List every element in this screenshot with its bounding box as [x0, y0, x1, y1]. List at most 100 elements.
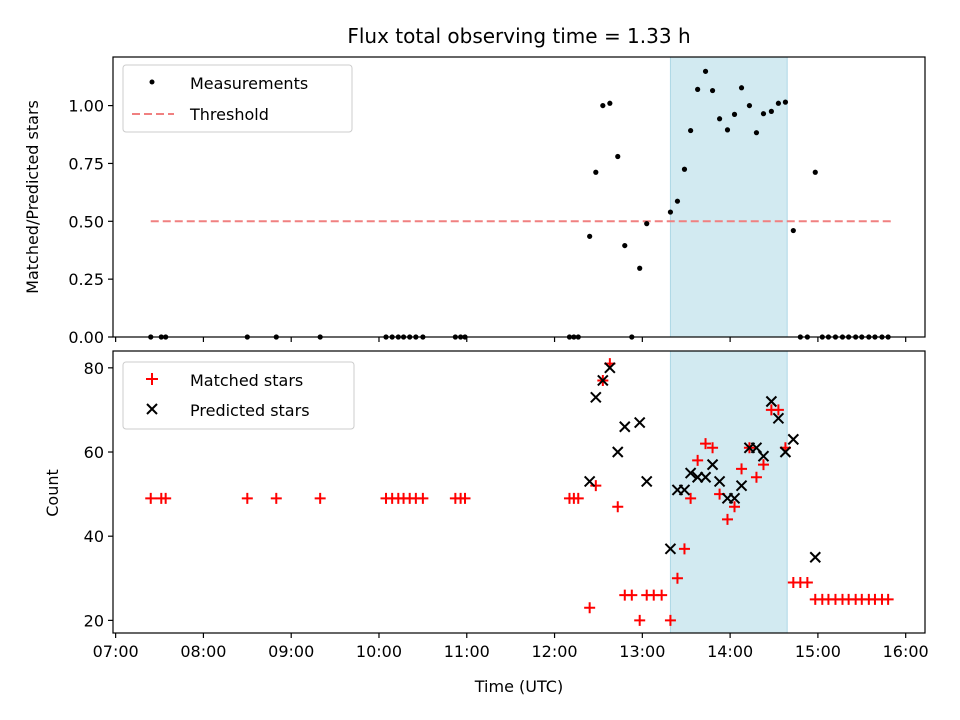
- predicted-star-marker: [699, 471, 712, 483]
- matched-star-marker: [801, 576, 813, 588]
- matched-star-marker: [590, 480, 602, 492]
- bottom-legend: Matched stars Predicted stars: [122, 361, 355, 430]
- matched-star-marker: [145, 492, 157, 504]
- measurement-point: [760, 111, 767, 117]
- legend-measurements-label: Measurements: [190, 74, 308, 93]
- predicted-star-marker: [757, 450, 770, 462]
- x-tick-label: 13:00: [619, 642, 665, 661]
- matched-star-marker: [417, 492, 429, 504]
- measurement-point: [768, 108, 774, 114]
- bottom-axes: 20 40 60 80 07:00 08:00 09:00 10:00 11:00 12:00 13…: [84, 350, 929, 661]
- measurement-point: [790, 227, 796, 234]
- predicted-star-marker: [735, 479, 748, 492]
- matched-star-marker: [707, 442, 719, 454]
- measurement-point: [607, 100, 613, 106]
- x-tick-label: 09:00: [268, 642, 314, 661]
- measurement-point: [753, 130, 760, 136]
- matched-star-marker: [736, 463, 748, 475]
- x-tick-label: 15:00: [795, 642, 841, 661]
- matched-star-marker: [572, 492, 584, 504]
- bottom-y-tick-label: 40: [84, 527, 104, 546]
- matched-star-marker: [692, 454, 704, 466]
- matched-star-marker: [584, 602, 596, 614]
- matched-star-marker: [729, 501, 741, 513]
- matched-star-marker: [314, 492, 326, 504]
- predicted-star-marker: [619, 421, 631, 433]
- top-y-tick-label: 1.00: [68, 97, 104, 116]
- x-tick-label: 07:00: [93, 642, 139, 661]
- measurement-point: [738, 85, 745, 91]
- legend-measurements-marker: [149, 79, 155, 85]
- predicted-star-marker: [728, 492, 741, 505]
- measurement-point: [587, 233, 593, 239]
- predicted-star-marker: [772, 412, 785, 425]
- predicted-star-marker: [664, 543, 677, 555]
- matched-star-marker: [685, 492, 697, 504]
- x-axis-label: Time (UTC): [474, 677, 563, 696]
- chart-title: Flux total observing time = 1.33 h: [347, 24, 690, 48]
- bottom-plot-frame: [112, 350, 926, 634]
- matched-star-marker: [700, 438, 712, 450]
- legend-matched-marker: [146, 373, 158, 385]
- predicted-star-marker: [597, 374, 609, 387]
- measurement-point: [622, 242, 628, 249]
- top-y-tick-label: 0.50: [68, 212, 104, 231]
- predicted-star-marker: [684, 467, 697, 479]
- measurement-point: [731, 111, 738, 117]
- bottom-subplot: Count Time (UTC) 20 40 60 80 07:00 08:00 09:00…: [43, 350, 929, 696]
- matched-star-marker: [270, 492, 282, 504]
- measurement-point: [812, 169, 818, 175]
- top-y-tick-label: 0.00: [68, 328, 104, 347]
- legend-matched-label: Matched stars: [190, 371, 303, 390]
- predicted-star-marker: [787, 433, 800, 446]
- bottom-y-tick-label: 80: [84, 359, 104, 378]
- measurement-point: [615, 153, 621, 160]
- measurement-point: [688, 127, 694, 134]
- x-tick-label: 14:00: [707, 642, 753, 661]
- legend-predicted-marker: [146, 403, 158, 415]
- predicted-star-marker: [590, 391, 602, 404]
- matched-star-marker: [626, 589, 638, 601]
- top-axes: 0.00 0.25 0.50 0.75 1.00: [68, 56, 926, 347]
- matched-star-marker: [757, 459, 769, 471]
- top-y-tick-label: 0.25: [68, 270, 104, 289]
- top-legend: Measurements Threshold: [122, 64, 353, 133]
- legend-predicted-label: Predicted stars: [190, 401, 310, 420]
- matched-star-marker: [772, 404, 784, 416]
- top-subplot: Flux total observing time = 1.33 h Match…: [23, 24, 926, 347]
- matched-star-marker: [612, 501, 624, 513]
- x-tick-label: 10:00: [356, 642, 402, 661]
- top-shaded-interval: [669, 56, 788, 338]
- bottom-legend-box: [122, 361, 355, 430]
- measurement-point: [746, 102, 753, 109]
- matched-star-marker: [882, 593, 894, 605]
- predicted-star-marker: [678, 484, 691, 496]
- predicted-star-marker: [612, 446, 624, 458]
- measurement-point: [593, 169, 599, 175]
- predicted-star-marker: [583, 475, 596, 488]
- matched-star-marker: [664, 614, 676, 626]
- matched-star-marker: [678, 543, 690, 555]
- predicted-star-marker: [641, 475, 653, 488]
- measurement-point: [709, 87, 716, 94]
- measurement-point: [644, 221, 650, 227]
- matched-star-marker: [459, 492, 471, 504]
- measurement-point: [775, 100, 782, 106]
- predicted-star-marker: [779, 446, 792, 458]
- legend-threshold-label: Threshold: [189, 105, 269, 124]
- predicted-star-marker: [633, 416, 646, 429]
- x-tick-label: 11:00: [444, 642, 490, 661]
- x-tick-label: 08:00: [180, 642, 226, 661]
- measurement-point: [600, 102, 606, 109]
- matched-star-marker: [721, 513, 733, 525]
- predicted-star-marker: [809, 551, 821, 563]
- matched-star-marker: [671, 572, 683, 584]
- measurement-point: [637, 265, 643, 271]
- matched-star-marker: [241, 492, 253, 504]
- predicted-star-marker: [713, 475, 726, 488]
- matched-star-marker: [160, 492, 172, 504]
- measurement-point: [782, 99, 789, 105]
- x-tick-label: 16:00: [883, 642, 929, 661]
- shaded-interval-top: [669, 56, 788, 338]
